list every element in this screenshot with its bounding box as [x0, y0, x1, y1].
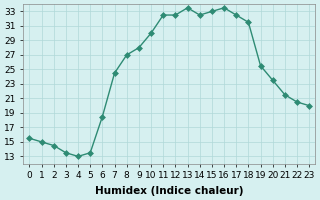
X-axis label: Humidex (Indice chaleur): Humidex (Indice chaleur): [95, 186, 244, 196]
